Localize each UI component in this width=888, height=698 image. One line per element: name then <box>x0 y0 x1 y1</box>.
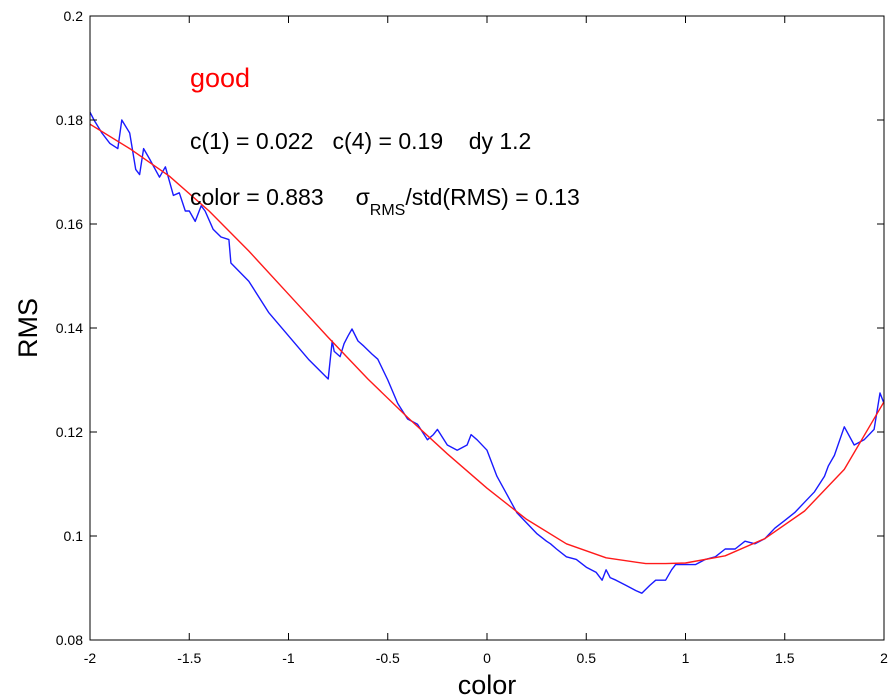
y-axis-label: RMS <box>13 298 43 358</box>
annotation-color-value: color = 0.883 <box>190 184 356 210</box>
x-axis-label: color <box>458 670 517 698</box>
x-tick-label: -1.5 <box>177 650 201 666</box>
annotation-good: good <box>190 63 250 93</box>
x-tick-label: 1 <box>682 650 690 666</box>
series-measured-line <box>89 111 885 594</box>
series-fit-line <box>89 123 885 565</box>
y-tick-label: 0.16 <box>56 216 83 232</box>
y-tick-label: 0.2 <box>64 8 84 24</box>
x-tick-label: -2 <box>84 650 97 666</box>
y-tick-label: 0.08 <box>56 632 83 648</box>
x-tick-label: 0.5 <box>577 650 597 666</box>
series-layer <box>89 111 885 594</box>
x-tick-label: 2 <box>880 650 888 666</box>
x-tick-label: -0.5 <box>376 650 400 666</box>
y-tick-label: 0.14 <box>56 320 83 336</box>
sigma-symbol: σ <box>356 184 370 210</box>
y-ticks: 0.08 0.1 0.12 0.14 0.16 0.18 0.2 <box>56 8 884 648</box>
annotation-coefficients: c(1) = 0.022 c(4) = 0.19 dy 1.2 <box>190 128 531 154</box>
annotation-color-sigma: color = 0.883 σRMS/std(RMS) = 0.13 <box>190 184 580 219</box>
plot-area <box>90 16 884 640</box>
sigma-subscript: RMS <box>370 202 406 219</box>
y-tick-label: 0.18 <box>56 112 83 128</box>
x-tick-label: 0 <box>483 650 491 666</box>
x-tick-label: -1 <box>282 650 295 666</box>
y-tick-label: 0.1 <box>64 528 84 544</box>
x-tick-label: 1.5 <box>775 650 795 666</box>
x-ticks: -2 -1.5 -1 -0.5 0 0.5 1 1.5 2 <box>84 16 888 666</box>
sigma-ratio: /std(RMS) = 0.13 <box>405 184 579 210</box>
y-tick-label: 0.12 <box>56 424 83 440</box>
